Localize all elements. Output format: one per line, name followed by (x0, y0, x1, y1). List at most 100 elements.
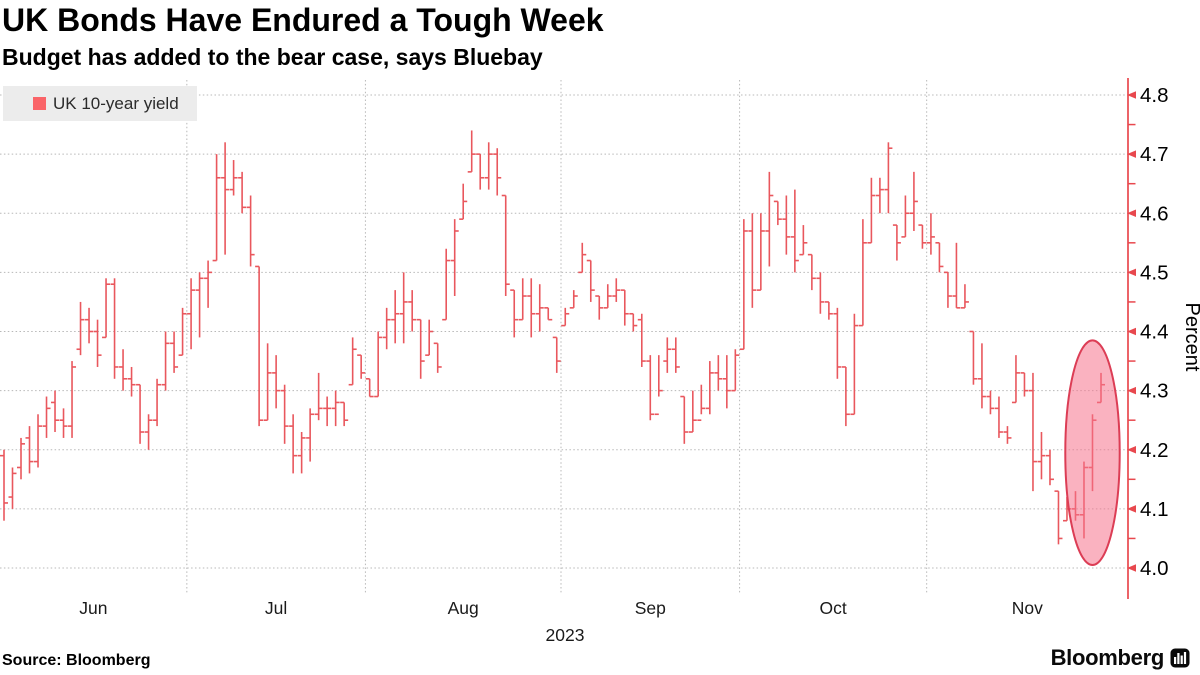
ohlc-bar (289, 414, 298, 474)
ohlc-bar (416, 318, 425, 379)
ohlc-bar (544, 307, 553, 321)
ohlc-bar (510, 289, 519, 338)
y-major-tick (1127, 327, 1136, 336)
ohlc-bar (765, 171, 774, 267)
ohlc-bar (637, 313, 646, 367)
brand-name: Bloomberg (1050, 645, 1165, 670)
brand-logo: Bloomberg (1051, 645, 1190, 671)
ohlc-bar (178, 307, 187, 356)
x-month-label: Oct (820, 598, 847, 618)
ohlc-bar (782, 195, 791, 255)
ohlc-bar (969, 330, 978, 385)
y-major-tick (1127, 150, 1136, 158)
y-major-tick (1127, 505, 1136, 513)
ohlc-bar (595, 295, 604, 320)
y-tick-label: 4.0 (1140, 557, 1169, 580)
y-axis-title: Percent (1181, 303, 1200, 372)
x-year-label: 2023 (546, 625, 585, 645)
ohlc-bar (68, 361, 77, 438)
highlight-ellipse (1064, 339, 1121, 567)
ohlc-bar (986, 390, 995, 415)
ohlc-bar (841, 366, 850, 427)
ohlc-bar (42, 396, 51, 438)
ohlc-bar (680, 395, 689, 444)
y-tick-label: 4.8 (1140, 84, 1169, 107)
ohlc-bar (119, 349, 128, 391)
ohlc-bar (722, 355, 731, 409)
ohlc-bar (1020, 372, 1029, 397)
y-major-tick (1127, 445, 1136, 454)
ohlc-bar (875, 177, 884, 214)
ohlc-bar (892, 224, 901, 261)
ohlc-bar (629, 312, 638, 332)
x-month-label: Aug (448, 598, 479, 618)
ohlc-bar (102, 278, 111, 339)
ohlc-bar (646, 355, 655, 421)
ohlc-bar (1045, 449, 1054, 486)
ohlc-bar (1037, 432, 1046, 480)
ohlc-bar (195, 272, 204, 338)
ohlc-bar (323, 396, 332, 427)
ohlc-bar (212, 154, 221, 262)
ohlc-bar (136, 383, 145, 444)
ohlc-bar (748, 213, 757, 308)
ohlc-bar (918, 224, 927, 249)
ohlc-bar (306, 408, 315, 462)
ohlc-bar (714, 355, 723, 391)
x-month-label: Nov (1012, 598, 1043, 618)
ohlc-bar (807, 253, 816, 291)
ohlc-bar (314, 372, 323, 421)
ohlc-bar (739, 219, 748, 351)
bloomberg-chart-icon (1170, 648, 1190, 668)
ohlc-bar (994, 396, 1003, 438)
ohlc-bar (943, 271, 952, 308)
ohlc-bar (603, 284, 612, 309)
ohlc-bar (221, 142, 230, 255)
page-subtitle: Budget has added to the bear case, says … (2, 44, 543, 70)
ohlc-bar (561, 307, 570, 327)
ohlc-bar (1003, 426, 1012, 444)
ohlc-bar (433, 342, 442, 373)
ohlc-bar (850, 313, 859, 416)
ohlc-bar (263, 343, 272, 421)
ohlc-bar (816, 272, 825, 314)
legend-label: UK 10-year yield (53, 93, 179, 113)
y-tick-label: 4.6 (1140, 202, 1169, 225)
ohlc-bar (161, 331, 170, 391)
ohlc-bar (408, 290, 417, 332)
ohlc-bar (0, 449, 8, 521)
ohlc-bar (578, 242, 587, 274)
ohlc-bar (467, 130, 476, 173)
ohlc-bar (960, 284, 969, 309)
ohlc-bar (527, 278, 536, 338)
y-tick-label: 4.1 (1140, 498, 1169, 521)
ohlc-bar (901, 195, 910, 238)
ohlc-bar (1011, 355, 1020, 404)
ohlc-bar (34, 414, 43, 468)
ohlc-bar (187, 278, 196, 350)
ohlc-bar (170, 331, 179, 373)
y-tick-label: 4.2 (1140, 439, 1169, 462)
ohlc-bar (399, 272, 408, 344)
ohlc-bar (867, 177, 876, 244)
ohlc-bar (204, 260, 213, 308)
ohlc-bar (697, 384, 706, 421)
ohlc-bar (731, 349, 740, 392)
ohlc-bar (85, 307, 94, 344)
ohlc-bar (612, 278, 621, 302)
y-tick-label: 4.3 (1140, 380, 1169, 403)
ohlc-bar (799, 225, 808, 256)
ohlc-bar (858, 219, 867, 327)
ohlc-bar (1054, 490, 1063, 545)
ohlc-bar (620, 289, 629, 326)
ohlc-bar (484, 142, 493, 190)
ohlc-bar (348, 337, 357, 386)
ohlc-bar (17, 437, 26, 480)
ohlc-bar (705, 361, 714, 415)
y-major-tick (1127, 564, 1136, 572)
ohlc-bar (1028, 372, 1037, 492)
ohlc-bar (493, 148, 502, 196)
ohlc-bar (365, 377, 374, 398)
